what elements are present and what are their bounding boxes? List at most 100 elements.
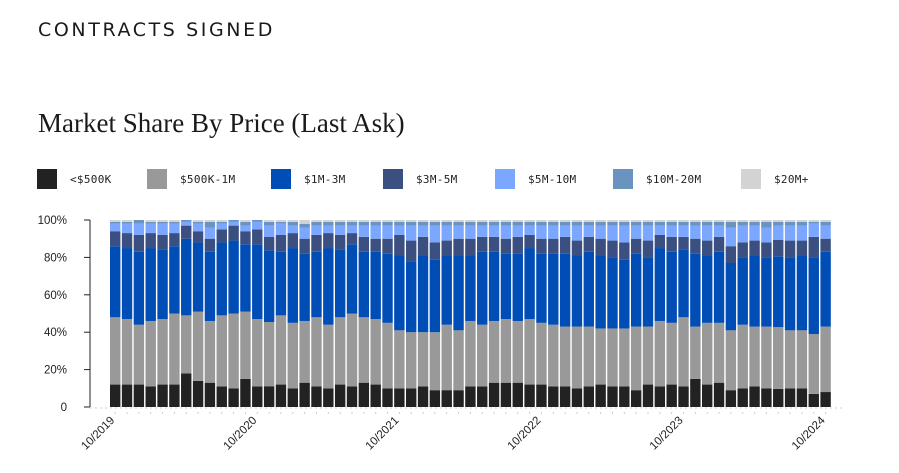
bar-segment — [133, 324, 145, 385]
bar-segment — [370, 221, 381, 226]
bar-segment — [500, 225, 512, 239]
bar-segment — [145, 320, 156, 387]
bar-segment — [773, 221, 784, 226]
bar-segment — [157, 220, 168, 222]
bar-segment — [216, 220, 227, 222]
bar-segment — [477, 251, 488, 325]
bar-segment — [133, 223, 145, 235]
bar-segment — [346, 233, 358, 245]
bar-segment — [690, 225, 701, 239]
bar-segment — [216, 229, 227, 243]
bar-segment — [417, 220, 429, 222]
bar-segment — [394, 220, 405, 222]
bar-segment — [749, 255, 760, 327]
legend-swatch — [495, 169, 515, 189]
bar-segment — [358, 236, 370, 252]
legend-label: $3M-5M — [416, 172, 458, 186]
bar-segment — [666, 225, 677, 237]
bar-segment — [749, 240, 760, 256]
bar-segment — [607, 386, 618, 407]
bar-segment — [370, 384, 381, 407]
bar-segment — [358, 221, 370, 226]
bar-segment — [406, 240, 417, 262]
section-title: CONTRACTS SIGNED — [38, 19, 275, 41]
bar-segment — [725, 263, 737, 331]
legend-swatch — [271, 169, 291, 189]
bar-segment — [749, 220, 760, 222]
x-tick-label: 10/2021 — [364, 415, 402, 453]
bar-segment — [488, 251, 500, 321]
y-tick-label: 100% — [38, 215, 67, 227]
bar-segment — [334, 221, 346, 226]
bar-segment — [204, 221, 216, 228]
bar-segment — [429, 390, 441, 407]
bar-segment — [406, 332, 417, 389]
bar-segment — [358, 317, 370, 383]
bar-segment — [619, 386, 630, 407]
y-tick-label: 20% — [44, 365, 67, 377]
bar-segment — [169, 246, 180, 314]
bar-segment — [607, 257, 618, 329]
bar-segment — [192, 223, 204, 232]
bar-segment — [358, 251, 370, 318]
bar-segment — [204, 220, 216, 222]
bar-segment — [228, 313, 239, 389]
bar-segment — [157, 319, 168, 385]
bar-segment — [252, 386, 263, 407]
bar-segment — [358, 225, 370, 237]
bar-segment — [702, 221, 713, 226]
bar-segment — [702, 255, 713, 323]
bar-segment — [761, 220, 772, 222]
bar-segment — [536, 384, 547, 407]
bar-segment — [820, 392, 831, 407]
bar-segment — [702, 384, 713, 407]
bar-segment — [737, 225, 748, 243]
bar-segment — [761, 257, 772, 327]
bar-segment — [192, 380, 204, 407]
bar-segment — [749, 221, 760, 226]
bar-segment — [157, 234, 168, 250]
bar-segment — [299, 253, 310, 321]
bar-segment — [334, 234, 346, 250]
bar-segment — [110, 384, 121, 407]
bar-segment — [713, 225, 725, 237]
legend-label: <$500K — [70, 172, 112, 186]
bar-segment — [299, 382, 310, 407]
bar-segment — [536, 322, 547, 385]
bar-segment — [417, 221, 429, 226]
bar-segment — [678, 225, 689, 237]
bar-segment — [346, 244, 358, 314]
bar-segment — [121, 233, 133, 249]
bar-segment — [737, 220, 748, 222]
bar-segment — [453, 255, 464, 331]
bar-segment — [784, 240, 796, 258]
bar-segment — [204, 227, 216, 239]
bar-segment — [678, 221, 689, 226]
bar-segment — [512, 382, 523, 407]
bar-segment — [808, 223, 819, 237]
bar-segment — [287, 248, 298, 323]
bar-segment — [642, 221, 654, 226]
bar-segment — [110, 317, 121, 385]
bar-segment — [713, 236, 725, 252]
bar-segment — [512, 236, 523, 254]
bar-segment — [559, 253, 571, 327]
bar-segment — [796, 220, 808, 222]
bar-segment — [678, 317, 689, 387]
legend-item: $1M-3M — [271, 168, 346, 190]
bar-segment — [642, 220, 654, 222]
bar-segment — [583, 326, 594, 387]
bar-segment — [619, 221, 630, 226]
bar-segment — [820, 225, 831, 239]
bar-segment — [784, 257, 796, 331]
bar-segment — [536, 225, 547, 239]
bar-segment — [773, 256, 784, 328]
bar-segment — [713, 220, 725, 222]
legend-label: $5M-10M — [528, 172, 577, 186]
bar-segment — [145, 221, 156, 224]
bar-segment — [500, 253, 512, 320]
bar-segment — [145, 386, 156, 407]
bar-segment — [749, 326, 760, 387]
bar-segment — [666, 236, 677, 252]
bar-segment — [275, 223, 287, 235]
